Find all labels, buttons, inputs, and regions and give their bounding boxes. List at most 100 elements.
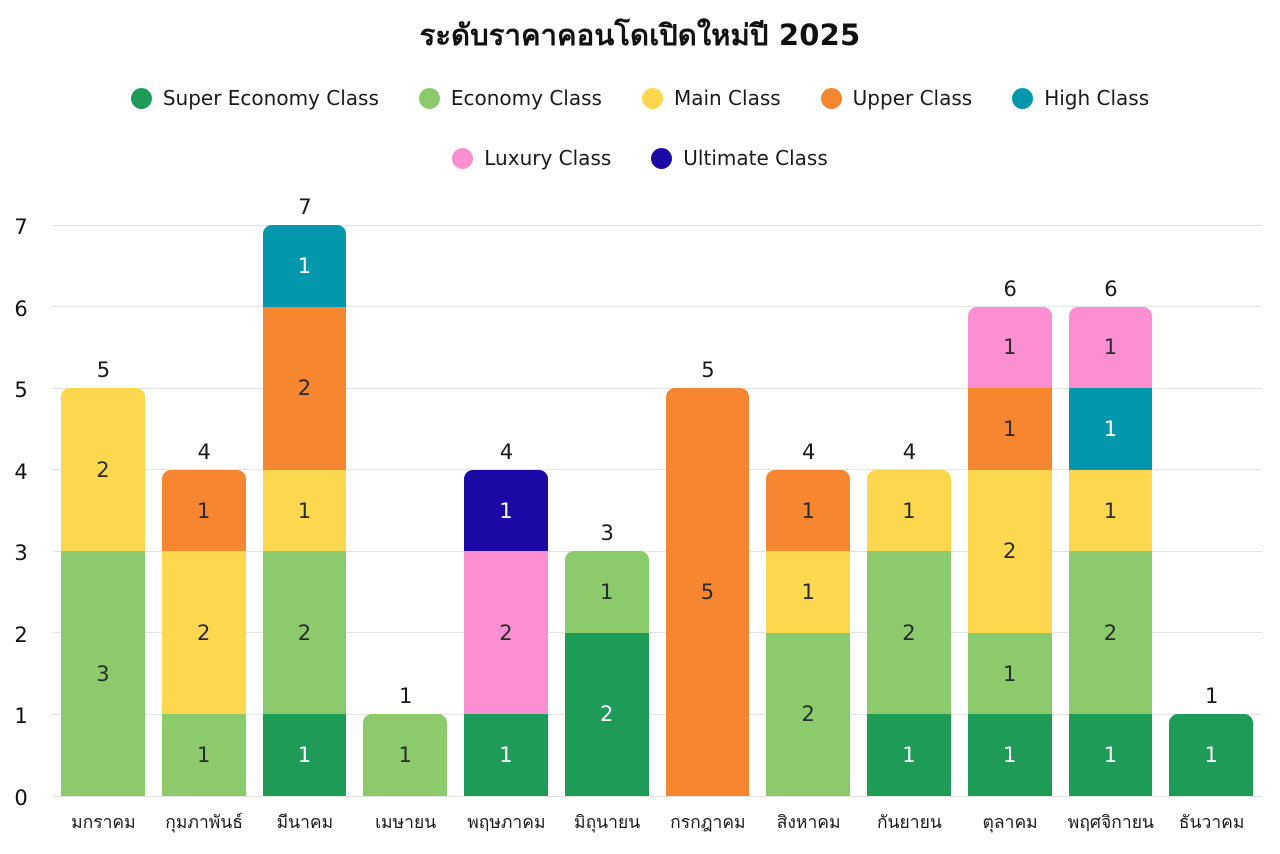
- legend-item-label: Ultimate Class: [683, 146, 828, 170]
- bar-total-label: 4: [499, 439, 514, 464]
- bar-column: 1 2 1 2 1 7 มีนาคม: [255, 195, 356, 833]
- legend: Super Economy Class Economy Class Main Cla…: [0, 82, 1280, 202]
- legend-dot-icon: [452, 147, 474, 169]
- bar-segment-value: 1: [1103, 335, 1118, 360]
- bar-segment-value: 2: [297, 620, 312, 645]
- bar-segment: 2: [464, 551, 548, 715]
- bar-segment-value: 1: [1204, 743, 1218, 768]
- x-axis-tick-label: ตุลาคม: [982, 813, 1038, 833]
- bar-segment: 2: [161, 551, 246, 715]
- bar-segment-value: 1: [398, 743, 412, 768]
- bar-segment: 2: [564, 632, 649, 796]
- bar-column: 2 1 1 4 สิงหาคม: [758, 225, 859, 833]
- gridline: [53, 550, 1262, 552]
- bar-column: 5 5 กรกฎาคม: [658, 225, 759, 833]
- bar-segment-value: 2: [96, 457, 110, 482]
- bar-total-label: 1: [398, 684, 413, 709]
- bar-segment-value: 2: [902, 620, 916, 645]
- y-axis-tick-label: 0: [14, 786, 28, 810]
- bar-segment: 1: [262, 469, 347, 552]
- bar-segment: 1: [161, 469, 246, 552]
- x-axis-tick-label: สิงหาคม: [776, 813, 841, 833]
- bar-segment: 1: [766, 551, 850, 633]
- bar-segment-value: 1: [196, 498, 211, 523]
- bar-segment: 2: [61, 388, 145, 552]
- bar-segment-value: 1: [196, 743, 211, 768]
- bar-segment-value: 1: [1002, 416, 1017, 441]
- x-axis-tick-label: พฤศจิกายน: [1067, 813, 1154, 833]
- bar-total-label: 6: [1003, 276, 1017, 301]
- bar-segment-value: 2: [297, 376, 312, 401]
- bar-segment: 1: [1068, 388, 1153, 470]
- y-axis-tick-label: 3: [14, 541, 28, 566]
- legend-item-label: Super Economy Class: [162, 86, 379, 110]
- bar-total-label: 5: [96, 358, 111, 383]
- bar-segment-value: 1: [1103, 743, 1118, 768]
- bar-segment: 5: [665, 388, 750, 796]
- bar-segment-value: 2: [1103, 620, 1118, 645]
- legend-item: Luxury Class: [452, 146, 611, 170]
- bar-segment-value: 1: [801, 580, 815, 605]
- chart-title: ระดับราคาคอนโดเปิดใหม่ปี 2025: [419, 18, 861, 52]
- bar-total-label: 5: [701, 358, 715, 383]
- bar-segment: 1: [464, 714, 548, 796]
- bar-segment-value: 1: [297, 743, 312, 768]
- legend-item: Ultimate Class: [651, 146, 828, 170]
- bar-total-label: 7: [298, 195, 312, 219]
- legend-dot-icon: [130, 87, 152, 109]
- bar-total-label: 3: [600, 521, 614, 546]
- y-axis-tick-label: 2: [14, 622, 28, 647]
- legend-item: Upper Class: [820, 86, 973, 110]
- x-axis-tick-label: มกราคม: [71, 813, 136, 833]
- y-axis-tick-label: 6: [14, 296, 28, 321]
- x-axis-tick-label: เมษายน: [375, 813, 437, 833]
- legend-item: Super Economy Class: [130, 86, 379, 110]
- bar-segment: 1: [262, 225, 347, 307]
- x-axis-tick-label: มีนาคม: [276, 813, 334, 833]
- legend-row: Luxury Class Ultimate Class: [0, 142, 1280, 174]
- legend-row: Super Economy Class Economy Class Main Cla…: [0, 82, 1280, 114]
- bar-segment-value: 1: [902, 498, 916, 523]
- bar-segment: 1: [1068, 306, 1153, 389]
- plot-area: 0 1 2 3 4 5 6 7 3 2 5 มกราคม 1 2 1 4 กุมภาพันธ์ 1 2 1 2 1 7 มีน…: [14, 195, 1262, 833]
- bar-column: 1 1 ธันวาคม: [1161, 225, 1262, 833]
- legend-dot-icon: [641, 87, 663, 109]
- legend-item-label: Main Class: [673, 86, 781, 110]
- bar-segment-value: 2: [499, 620, 513, 645]
- bar-segment: 2: [262, 551, 347, 715]
- legend-item-label: Upper Class: [852, 86, 973, 110]
- bar-segment: 1: [564, 551, 649, 633]
- bar-total-label: 4: [197, 439, 211, 464]
- legend-item: Economy Class: [418, 86, 602, 110]
- bar-segment: 1: [867, 469, 951, 552]
- bar-segment: 1: [161, 714, 246, 796]
- x-axis-tick-label: พฤษภาคม: [467, 813, 546, 833]
- bar-column: 1 2 1 4 กุมภาพันธ์: [154, 225, 255, 833]
- bar-segment: 3: [61, 551, 145, 796]
- y-axis-tick-label: 1: [14, 704, 28, 729]
- bar-segment: 1: [1068, 469, 1153, 552]
- bar-segment: 1: [967, 306, 1052, 389]
- x-axis-tick-label: ธันวาคม: [1178, 813, 1245, 833]
- gridline: [53, 224, 1262, 226]
- bar-segment-value: 1: [1103, 498, 1118, 523]
- bar-segment: 1: [867, 714, 951, 796]
- bar-segment: 1: [967, 714, 1052, 796]
- bar-segment: 2: [262, 306, 347, 470]
- bar-segment: 1: [464, 469, 548, 552]
- bar-column: 1 1 เมษายน: [355, 225, 456, 833]
- bar-total-label: 1: [1204, 684, 1219, 709]
- legend-item-label: Economy Class: [450, 86, 602, 110]
- gridline: [53, 469, 1262, 471]
- bar-segment-value: 2: [196, 620, 211, 645]
- bar-segment: 1: [1169, 714, 1253, 796]
- bar-segment-value: 1: [1002, 743, 1017, 768]
- bar-segment-value: 1: [902, 743, 916, 768]
- bar-segment-value: 2: [801, 702, 815, 727]
- bar-segment: 2: [967, 469, 1052, 633]
- legend-dot-icon: [418, 87, 440, 109]
- bar-column: 2 1 3 มิถุนายน: [557, 225, 658, 833]
- legend-item-label: High Class: [1044, 86, 1150, 110]
- bar-segment: 1: [967, 388, 1052, 470]
